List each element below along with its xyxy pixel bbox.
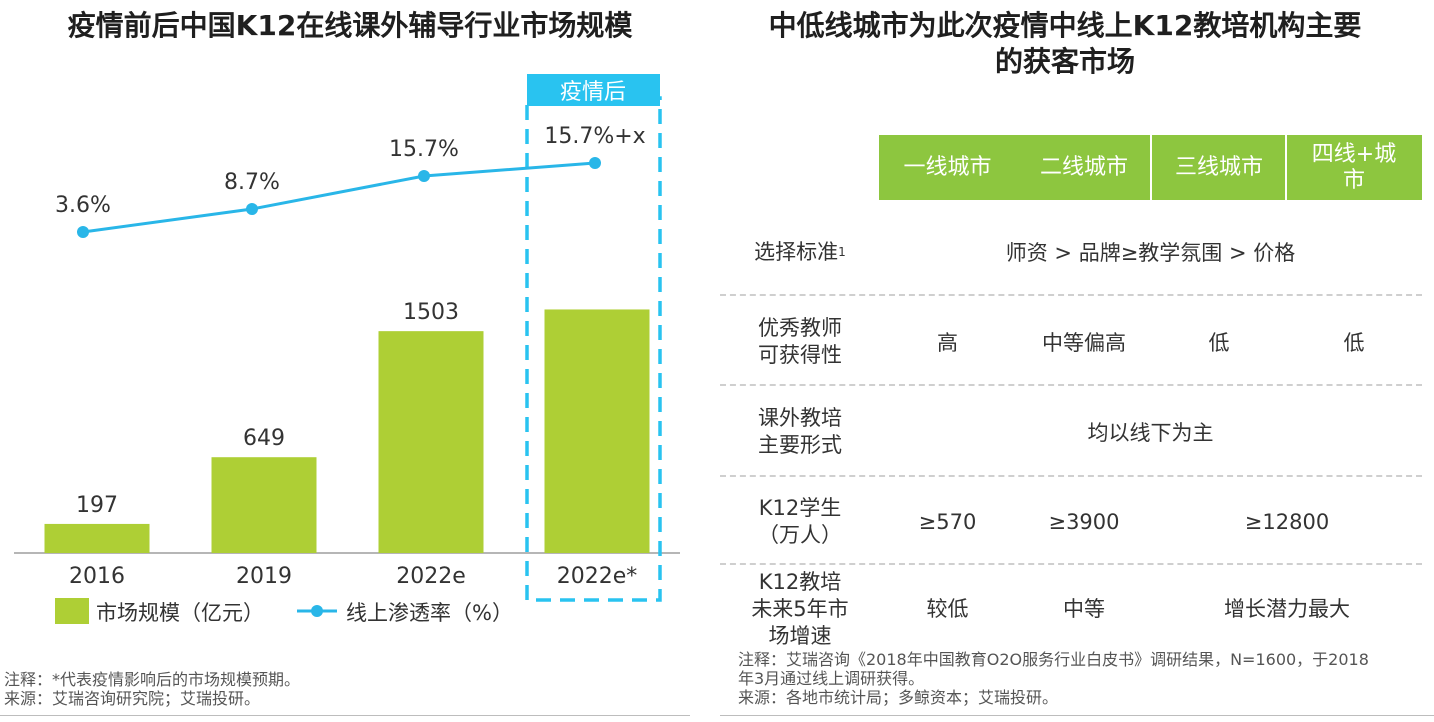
market-size-chart: 疫情后 197 2016 649 2019 1503 2022e 2022e* 3.6% 8.7%… xyxy=(14,74,680,625)
left-note-2: 来源：艾瑞咨询研究院；艾瑞投研。 xyxy=(4,689,261,708)
row-label-line: 主要形式 xyxy=(758,433,842,457)
post-epidemic-box xyxy=(525,96,662,602)
post-epidemic-label-bg xyxy=(527,74,660,106)
bar xyxy=(211,457,317,553)
header-tier3: 三线城市 xyxy=(1152,135,1286,200)
tutoring-form-value: 均以线下为主 xyxy=(1087,421,1214,445)
bar xyxy=(44,523,150,553)
header-separator xyxy=(1150,135,1152,200)
legend-bar-swatch xyxy=(55,598,89,624)
right-note-3: 来源：各地市统计局；多鲸资本；艾瑞投研。 xyxy=(738,688,1059,707)
header-tier1: 一线城市 xyxy=(879,135,1016,200)
row-label-line: 课外教培 xyxy=(758,406,842,430)
x-tick-label: 2022e xyxy=(396,564,466,589)
line-point xyxy=(589,157,601,169)
bar xyxy=(544,309,650,553)
row-divider xyxy=(720,475,1422,477)
footnote-mark: 1 xyxy=(838,244,846,259)
cell-tier2-teacher: 中等偏高 xyxy=(1042,331,1126,355)
row-label-tutoring-form: 课外教培 主要形式 xyxy=(720,402,880,462)
row-label-selection-criteria: 选择标准 1 xyxy=(720,232,880,272)
row-label-teacher-availability: 优秀教师 可获得性 xyxy=(720,312,880,372)
row-divider xyxy=(720,384,1422,386)
header-tier2: 二线城市 xyxy=(1016,135,1152,200)
x-tick-label: 2016 xyxy=(69,564,125,589)
right-notes: 注释：艾瑞咨询《2018年中国教育O2O服务行业白皮书》调研结果，N=1600，… xyxy=(738,650,1428,707)
right-title-line1: 中低线城市为此次疫情中线上K12教培机构主要 xyxy=(768,9,1362,42)
line-point xyxy=(77,226,89,238)
row-label-line: （万人） xyxy=(758,523,842,547)
cell-tier4-teacher: 低 xyxy=(1343,331,1365,355)
line-point xyxy=(246,203,258,215)
line-point xyxy=(418,170,430,182)
row-divider xyxy=(720,563,1422,565)
line-value-label: 15.7%+x xyxy=(544,124,645,149)
legend-line-marker xyxy=(311,605,323,617)
line-value-label: 15.7% xyxy=(389,137,459,162)
row-label-text: 选择标准 xyxy=(754,239,839,264)
selection-criteria-value: 师资 > 品牌≥教学氛围 > 价格 xyxy=(1005,241,1296,265)
cell-tier34-growth: 增长潜力最大 xyxy=(1224,597,1350,621)
x-tick-label: 2022e* xyxy=(557,564,638,589)
header-tier4: 四线+城市 xyxy=(1286,135,1422,200)
row-label-line: 优秀教师 xyxy=(758,316,842,340)
right-bottom-divider xyxy=(720,715,1434,716)
row-label-students: K12学生 （万人） xyxy=(720,492,880,552)
row-label-line: K12学生 xyxy=(758,496,842,520)
row-label-line: K12教培 xyxy=(758,569,842,594)
cell-tier1-growth: 较低 xyxy=(926,597,969,621)
right-note-1: 注释：艾瑞咨询《2018年中国教育O2O服务行业白皮书》调研结果，N=1600，… xyxy=(738,650,1369,669)
line-value-label: 8.7% xyxy=(224,170,280,195)
cell-tier2-students: ≥3900 xyxy=(1048,510,1120,534)
right-title-line2: 的获客市场 xyxy=(994,45,1135,78)
left-notes: 注释：*代表疫情影响后的市场规模预期。 来源：艾瑞咨询研究院；艾瑞投研。 xyxy=(4,670,694,708)
bar xyxy=(378,331,484,553)
row-label-line: 可获得性 xyxy=(758,343,842,367)
left-note-1: 注释：*代表疫情影响后的市场规模预期。 xyxy=(4,670,301,689)
header-separator xyxy=(1285,135,1287,200)
row-label-line: 未来5年市 xyxy=(751,596,849,621)
post-epidemic-label: 疫情后 xyxy=(560,80,626,105)
left-bottom-divider xyxy=(0,715,690,716)
bar-value-label: 1503 xyxy=(403,300,459,325)
row-label-line: 场增速 xyxy=(768,623,832,648)
cell-tier34-students: ≥12800 xyxy=(1244,510,1330,534)
row-label-growth: K12教培 未来5年市 场增速 xyxy=(720,568,880,650)
line-value-label: 3.6% xyxy=(55,193,111,218)
cell-tier1-teacher: 高 xyxy=(937,331,958,355)
right-note-2: 年3月通过线上调研获得。 xyxy=(738,669,925,688)
legend-bar-label: 市场规模（亿元） xyxy=(96,601,264,625)
cell-tier2-growth: 中等 xyxy=(1063,597,1105,621)
x-tick-label: 2019 xyxy=(236,564,292,589)
bar-value-label: 649 xyxy=(243,426,285,451)
cell-tier3-teacher: 低 xyxy=(1208,331,1230,355)
penetration-line xyxy=(82,161,596,234)
bar-value-label: 197 xyxy=(76,493,118,518)
left-chart-title: 疫情前后中国K12在线课外辅导行业市场规模 xyxy=(67,9,633,42)
row-divider xyxy=(720,294,1422,296)
cell-tier1-students: ≥570 xyxy=(918,510,977,534)
legend-line-label: 线上渗透率（%） xyxy=(346,601,513,625)
right-table-title: 中低线城市为此次疫情中线上K12教培机构主要 的获客市场 xyxy=(720,8,1410,80)
